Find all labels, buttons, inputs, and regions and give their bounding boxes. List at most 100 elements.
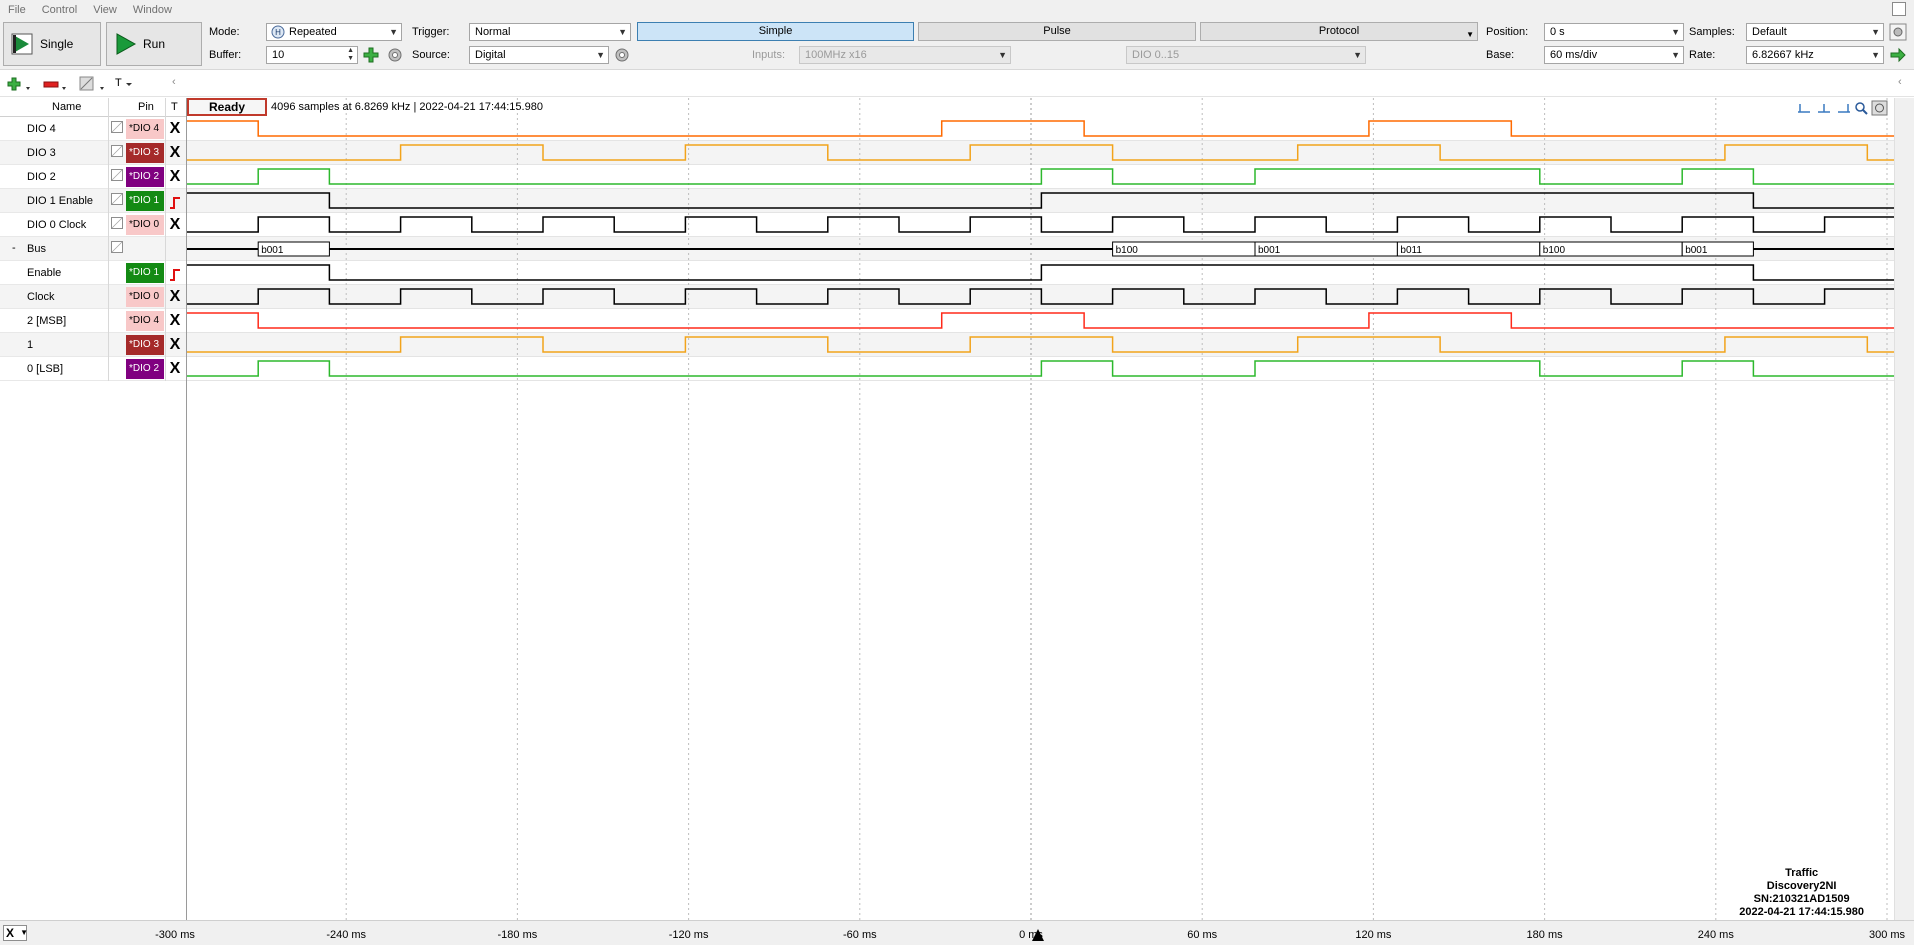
single-button[interactable]: Single: [3, 22, 101, 66]
signal-pin[interactable]: *DIO 0: [126, 215, 164, 235]
signal-pin[interactable]: *DIO 0: [126, 287, 164, 307]
signal-pin[interactable]: *DIO 3: [126, 143, 164, 163]
signal-pin[interactable]: *DIO 2: [126, 359, 164, 379]
signal-row[interactable]: DIO 2 *DIO 2 X: [0, 165, 186, 189]
signal-row[interactable]: - Bus: [0, 237, 186, 261]
dio-range-value: DIO 0..15: [1132, 49, 1180, 61]
rate-label: Rate:: [1689, 49, 1716, 61]
signal-row[interactable]: DIO 0 Clock *DIO 0 X: [0, 213, 186, 237]
position-value: 0 s: [1550, 26, 1565, 38]
signal-name: Bus: [27, 243, 46, 255]
signal-pin[interactable]: *DIO 2: [126, 167, 164, 187]
trigger-ignore-icon[interactable]: X: [169, 312, 181, 329]
settings-icon[interactable]: [1889, 23, 1907, 41]
menu-window[interactable]: Window: [132, 4, 172, 16]
signal-row[interactable]: DIO 4 *DIO 4 X: [0, 117, 186, 141]
tab-simple[interactable]: Simple: [637, 22, 914, 41]
inputs-select[interactable]: 100MHz x16 ▼: [799, 46, 1011, 64]
signal-settings-icon[interactable]: [111, 193, 123, 205]
gear-icon[interactable]: [387, 47, 403, 63]
trigger-ignore-icon[interactable]: X: [169, 120, 181, 137]
chevron-down-icon: ▼: [1871, 27, 1880, 37]
list-plot-splitter[interactable]: [186, 98, 187, 920]
trigger-ignore-icon[interactable]: X: [169, 168, 181, 185]
signal-pin[interactable]: *DIO 4: [126, 311, 164, 331]
tab-pulse[interactable]: Pulse: [918, 22, 1196, 41]
mode-value: Repeated: [289, 26, 337, 38]
signal-row[interactable]: 2 [MSB] *DIO 4 X: [0, 309, 186, 333]
buffer-input[interactable]: 10 ▲ ▼: [266, 46, 358, 64]
spin-icon[interactable]: ▲ ▼: [347, 47, 354, 62]
cursor-right-icon[interactable]: [1838, 104, 1850, 113]
rising-edge-icon[interactable]: [168, 193, 182, 213]
remove-channel-icon[interactable]: [42, 75, 68, 93]
signal-pin[interactable]: *DIO 3: [126, 335, 164, 355]
rising-edge-icon[interactable]: [168, 265, 182, 285]
axis-menu-button[interactable]: X ▼: [3, 925, 28, 941]
signal-pin[interactable]: *DIO 1: [126, 191, 164, 211]
cursor-left-icon[interactable]: [1798, 104, 1810, 113]
signal-pin[interactable]: *DIO 4: [126, 119, 164, 139]
single-label: Single: [40, 37, 74, 51]
window-restore-icon[interactable]: [1892, 2, 1906, 16]
signal-waveform: [187, 360, 1894, 377]
samples-select[interactable]: Default ▼: [1746, 23, 1884, 41]
tab-protocol[interactable]: Protocol ▼: [1200, 22, 1478, 41]
signal-row[interactable]: 1 *DIO 3 X: [0, 333, 186, 357]
vertical-scrollbar[interactable]: [1894, 98, 1914, 920]
signal-row[interactable]: DIO 3 *DIO 3 X: [0, 141, 186, 165]
base-select[interactable]: 60 ms/div ▼: [1544, 46, 1684, 64]
rate-select[interactable]: 6.82667 kHz ▼: [1746, 46, 1884, 64]
signal-row[interactable]: DIO 1 Enable *DIO 1: [0, 189, 186, 213]
chevron-left-icon[interactable]: ‹: [172, 76, 176, 88]
bus-value-box: [1681, 241, 1754, 257]
trigger-label: Trigger:: [412, 26, 450, 38]
buffer-label: Buffer:: [209, 49, 242, 61]
source-select[interactable]: Digital ▼: [469, 46, 609, 64]
dio-range-select[interactable]: DIO 0..15 ▼: [1126, 46, 1366, 64]
bus-value-label: b001: [1685, 245, 1708, 256]
arrow-right-icon[interactable]: [1889, 47, 1907, 63]
chevron-left-icon[interactable]: ‹: [1898, 76, 1902, 88]
time-tick-label: -300 ms: [155, 929, 195, 941]
trigger-select[interactable]: Normal ▼: [469, 23, 631, 41]
auto-scale-icon[interactable]: [1871, 100, 1888, 116]
zoom-icon[interactable]: [1855, 102, 1868, 115]
time-axis[interactable]: X ▼ -300 ms -240 ms -180 ms -120 ms -60 ms 0 m…: [0, 920, 1914, 945]
position-select[interactable]: 0 s ▼: [1544, 23, 1684, 41]
signal-row[interactable]: Enable *DIO 1: [0, 261, 186, 285]
signal-settings-icon[interactable]: [111, 145, 123, 157]
trigger-ignore-icon[interactable]: X: [169, 336, 181, 353]
signal-settings-icon[interactable]: [111, 241, 123, 253]
signal-settings-icon[interactable]: [111, 169, 123, 181]
trigger-ignore-icon[interactable]: X: [169, 216, 181, 233]
add-channel-icon[interactable]: [6, 75, 32, 93]
signal-row[interactable]: Clock *DIO 0 X: [0, 285, 186, 309]
trigger-ignore-icon[interactable]: X: [169, 360, 181, 377]
channel-tool-row: T ‹ ‹: [0, 71, 1914, 97]
cursor-center-icon[interactable]: [1818, 104, 1830, 113]
menu-control[interactable]: Control: [41, 4, 78, 16]
gear-icon[interactable]: [614, 47, 630, 63]
signal-row[interactable]: 0 [LSB] *DIO 2 X: [0, 357, 186, 381]
trigger-position-marker-icon[interactable]: [1031, 929, 1045, 941]
signal-pin[interactable]: *DIO 1: [126, 263, 164, 283]
edit-channel-icon[interactable]: [78, 75, 108, 93]
trigger-ignore-icon[interactable]: X: [169, 144, 181, 161]
chevron-down-icon: ▼: [389, 27, 398, 37]
menu-view[interactable]: View: [93, 4, 117, 16]
signal-settings-icon[interactable]: [111, 217, 123, 229]
mode-select[interactable]: H Repeated ▼: [266, 23, 402, 41]
chevron-down-icon[interactable]: [124, 79, 134, 89]
menu-file[interactable]: File: [8, 4, 26, 16]
run-button[interactable]: Run: [106, 22, 202, 66]
signal-settings-icon[interactable]: [111, 121, 123, 133]
collapse-toggle[interactable]: -: [12, 242, 16, 254]
signal-row-background: [187, 357, 1894, 381]
waveform-plot[interactable]: b001 b100 b001 b011 b100 b001: [187, 98, 1894, 920]
rate-value: 6.82667 kHz: [1752, 49, 1814, 61]
add-buffer-icon[interactable]: [363, 47, 379, 63]
trigger-tool-label[interactable]: T: [115, 77, 122, 89]
trigger-ignore-icon[interactable]: X: [169, 288, 181, 305]
